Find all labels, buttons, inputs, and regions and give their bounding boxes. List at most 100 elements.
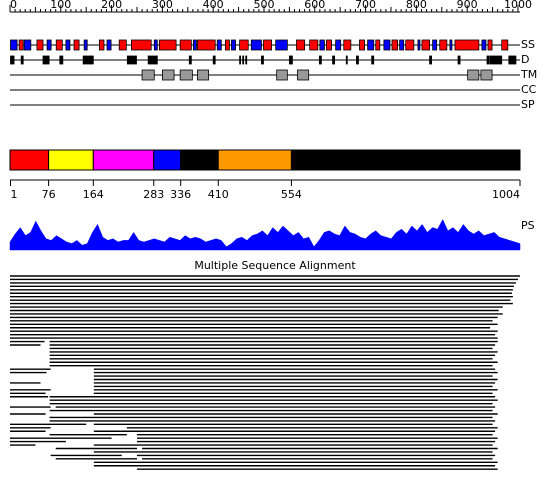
strand-segment (153, 39, 158, 51)
domain-label: 283 (143, 188, 164, 201)
helix-segment (224, 39, 230, 51)
disorder-segment (508, 55, 517, 65)
helix-segment (158, 39, 177, 51)
tm-segment (480, 69, 493, 81)
ruler-label: 400 (203, 0, 224, 11)
helix-segment (326, 39, 332, 51)
strand-segment (23, 39, 32, 51)
domain-label: 1004 (492, 188, 520, 201)
ruler-label: 700 (355, 0, 376, 11)
helix-segment (197, 39, 216, 51)
tm-segment (141, 69, 155, 81)
helix-segment (359, 39, 365, 51)
strand-segment (250, 39, 262, 51)
helix-segment (296, 39, 306, 51)
helix-segment (118, 39, 127, 51)
helix-segment (131, 39, 152, 51)
track-label: CC (521, 83, 537, 96)
disorder-segment (242, 55, 245, 65)
ps-profile (9, 219, 521, 251)
helix-segment (55, 39, 63, 51)
helix-segment (375, 39, 381, 51)
disorder-segment (457, 55, 461, 65)
domain-label: 1 (11, 188, 18, 201)
helix-segment (487, 39, 493, 51)
tm-segment (467, 69, 480, 81)
disorder-segment (371, 55, 375, 65)
disorder-segment (332, 55, 335, 65)
tm-segment (161, 69, 175, 81)
disorder-segment (486, 55, 490, 65)
domain-label: 76 (42, 188, 56, 201)
domain-label: 336 (170, 188, 191, 201)
helix-segment (343, 39, 352, 51)
ruler-label: 500 (253, 0, 274, 11)
helix-segment (421, 39, 430, 51)
tm-segment (197, 69, 210, 81)
disorder-segment (239, 55, 242, 65)
helix-segment (263, 39, 273, 51)
disorder-segment (126, 55, 137, 65)
disorder-segment (318, 55, 322, 65)
disorder-segment (489, 55, 503, 65)
strand-segment (83, 39, 88, 51)
strand-segment (319, 39, 325, 51)
helix-segment (36, 39, 44, 51)
strand-segment (432, 39, 438, 51)
domain-label: 164 (83, 188, 104, 201)
domain-label: 410 (208, 188, 229, 201)
helix-segment (73, 39, 80, 51)
strand-segment (10, 39, 18, 51)
domain-block (48, 149, 94, 171)
domain-block (217, 149, 292, 171)
domain-block (290, 149, 521, 171)
strand-segment (383, 39, 391, 51)
disorder-segment (20, 55, 24, 65)
ruler-label: 1000 (504, 0, 532, 11)
strand-segment (417, 39, 421, 51)
disorder-segment (188, 55, 192, 65)
domain-block (9, 149, 50, 171)
ps-label: PS (521, 219, 535, 232)
strand-segment (216, 39, 222, 51)
strand-segment (335, 39, 342, 51)
strand-segment (106, 39, 112, 51)
domain-label: 554 (281, 188, 302, 201)
domain-block (92, 149, 155, 171)
track-label: SS (521, 38, 535, 51)
disorder-segment (356, 55, 359, 65)
domain-block (153, 149, 182, 171)
domain-block (180, 149, 219, 171)
helix-segment (309, 39, 319, 51)
disorder-segment (261, 55, 264, 65)
track-label: TM (520, 68, 537, 81)
helix-segment (391, 39, 398, 51)
track-label: SP (521, 98, 535, 111)
disorder-segment (59, 55, 64, 65)
disorder-segment (212, 55, 216, 65)
ruler-label: 900 (457, 0, 478, 11)
strand-segment (367, 39, 375, 51)
disorder-segment (288, 55, 293, 65)
strand-segment (481, 39, 487, 51)
disorder-segment (245, 55, 248, 65)
strand-segment (399, 39, 405, 51)
ruler-label: 800 (406, 0, 427, 11)
track-label: D (521, 53, 529, 66)
strand-segment (231, 39, 236, 51)
disorder-segment (10, 55, 15, 65)
helix-segment (239, 39, 249, 51)
strand-segment (46, 39, 52, 51)
tm-segment (179, 69, 193, 81)
ruler-label: 0 (10, 0, 17, 11)
helix-segment (439, 39, 448, 51)
helix-segment (501, 39, 509, 51)
strand-segment (192, 39, 197, 51)
helix-segment (18, 39, 24, 51)
tm-segment (276, 69, 288, 81)
disorder-segment (42, 55, 50, 65)
disorder-segment (147, 55, 158, 65)
strand-segment (275, 39, 288, 51)
tm-segment (297, 69, 310, 81)
